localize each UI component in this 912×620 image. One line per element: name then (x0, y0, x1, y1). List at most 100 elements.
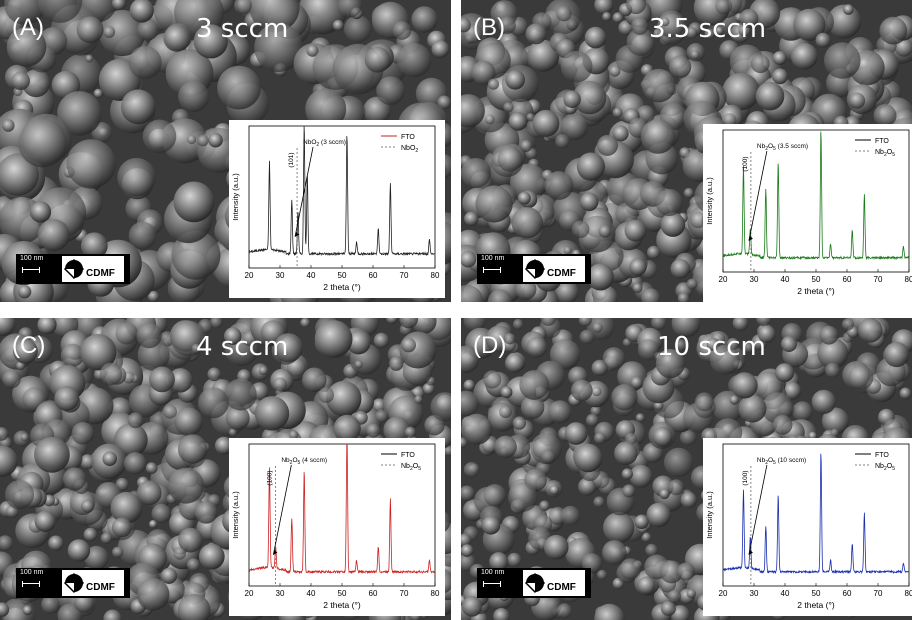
x-tick-label: 50 (812, 589, 821, 598)
annotation-arrowhead (748, 235, 753, 241)
cdmf-logo-text: CDMF (86, 582, 115, 593)
sem-panel-c: (C) 4 sccm 100 nm CDMF 20 30 40 50 60 70 80 2 t… (0, 318, 451, 620)
legend-label-phase: Nb2​O5​ (401, 463, 421, 472)
x-tick-label: 50 (338, 589, 347, 598)
xrd-pattern-line (722, 131, 909, 261)
legend-label-fto: FTO (401, 452, 415, 459)
x-tick-label: 80 (905, 275, 912, 284)
y-axis-label: Intensity (a.u.) (705, 177, 714, 225)
x-tick-label: 60 (843, 275, 852, 284)
legend-label-fto: FTO (875, 138, 889, 145)
cdmf-logo-icon (63, 258, 85, 280)
x-tick-label: 70 (400, 271, 409, 280)
x-tick-label: 60 (369, 589, 378, 598)
legend-label-phase: Nb2​O5​ (875, 149, 895, 158)
annotation-arrowhead (295, 231, 300, 237)
cdmf-logo-text: CDMF (86, 268, 115, 279)
cdmf-logo: CDMF (523, 570, 585, 596)
x-tick-label: 80 (905, 589, 912, 598)
scale-bar-box: 100 nm CDMF (477, 568, 591, 598)
panel-label: (B) (473, 14, 505, 41)
x-axis-label: 2 theta (°) (797, 600, 835, 610)
x-tick-label: 50 (812, 275, 821, 284)
scale-bar (483, 581, 501, 587)
sem-panel-d: (D) 10 sccm 100 nm CDMF 20 30 40 50 60 70 80 2 … (461, 318, 912, 620)
scale-bar-label: 100 nm (20, 569, 44, 576)
peak-index-label: (100) (742, 470, 749, 485)
legend-label-phase: Nb2​O5​ (875, 463, 895, 472)
x-tick-label: 80 (431, 589, 440, 598)
x-axis-label: 2 theta (°) (797, 286, 835, 296)
x-tick-label: 40 (781, 589, 790, 598)
scale-bar (22, 267, 40, 273)
x-tick-label: 30 (750, 275, 759, 284)
cdmf-logo: CDMF (62, 570, 124, 596)
annotation-arrowhead (748, 549, 753, 555)
peak-index-label: (100) (266, 470, 273, 485)
y-axis-label: Intensity (a.u.) (705, 491, 714, 539)
legend-label-fto: FTO (401, 134, 415, 141)
x-tick-label: 60 (369, 271, 378, 280)
legend-label-phase: NbO2​ (401, 145, 418, 154)
x-tick-label: 20 (719, 275, 728, 284)
xrd-chart: 20 30 40 50 60 70 80 2 theta (°) Intensity (a.u.… (231, 443, 440, 610)
x-tick-label: 70 (874, 589, 883, 598)
panel-label: (C) (12, 332, 46, 359)
cdmf-logo: CDMF (62, 256, 124, 282)
annotation-arrow (748, 150, 768, 241)
cdmf-logo-icon (524, 572, 546, 594)
annotation-arrow (294, 146, 314, 237)
annotation-arrowhead (273, 549, 278, 555)
scale-bar-label: 100 nm (20, 255, 44, 262)
x-tick-label: 20 (719, 589, 728, 598)
peak-index-label: (100) (742, 156, 749, 171)
sample-annotation: Nb2​O5​ (4 sccm) (281, 457, 327, 466)
sem-panel-a: (A) 3 sccm 100 nm CDMF 20 30 40 50 60 70 80 2 t… (0, 0, 451, 302)
x-tick-label: 70 (400, 589, 409, 598)
x-tick-label: 40 (307, 271, 316, 280)
xrd-chart: 20 30 40 50 60 70 80 2 theta (°) Intensity (a.u.… (231, 125, 440, 292)
x-tick-label: 70 (874, 275, 883, 284)
cdmf-logo-icon (63, 572, 85, 594)
xrd-inset-chart: 20 30 40 50 60 70 80 2 theta (°) Intensity (a.u.… (229, 438, 445, 616)
cdmf-logo: CDMF (523, 256, 585, 282)
x-tick-label: 50 (338, 271, 347, 280)
xrd-inset-chart: 20 30 40 50 60 70 80 2 theta (°) Intensity (a.u.… (229, 120, 445, 298)
xrd-chart: 20 30 40 50 60 70 80 2 theta (°) Intensity (a.u.… (705, 129, 912, 296)
sem-panel-b: (B) 3.5 sccm 100 nm CDMF 20 30 40 50 60 70 80 2… (461, 0, 912, 302)
x-tick-label: 30 (750, 589, 759, 598)
cdmf-logo-text: CDMF (547, 268, 576, 279)
cdmf-logo-icon (524, 258, 546, 280)
x-tick-label: 30 (276, 589, 285, 598)
x-tick-label: 80 (431, 271, 440, 280)
panel-label: (D) (473, 332, 507, 359)
xrd-pattern-line (248, 443, 435, 575)
scale-bar (22, 581, 40, 587)
flow-rate-label: 10 sccm (657, 332, 766, 362)
x-tick-label: 60 (843, 589, 852, 598)
cdmf-logo-text: CDMF (547, 582, 576, 593)
scale-bar-box: 100 nm CDMF (477, 254, 591, 284)
panel-label: (A) (12, 14, 44, 41)
scale-bar-label: 100 nm (481, 569, 505, 576)
legend-label-fto: FTO (875, 452, 889, 459)
annotation-arrow (748, 464, 768, 555)
x-tick-label: 20 (245, 589, 254, 598)
xrd-pattern-line (722, 453, 909, 575)
x-axis-label: 2 theta (°) (323, 282, 361, 292)
scale-bar (483, 267, 501, 273)
sample-annotation: Nb2​O5​ (3.5 sccm) (757, 143, 808, 152)
sample-annotation: Nb2​O5​ (10 sccm) (757, 457, 806, 466)
x-tick-label: 40 (307, 589, 316, 598)
x-tick-label: 40 (781, 275, 790, 284)
peak-index-label: (101) (288, 152, 295, 167)
x-tick-label: 30 (276, 271, 285, 280)
x-tick-label: 20 (245, 271, 254, 280)
scale-bar-box: 100 nm CDMF (16, 568, 130, 598)
xrd-pattern-line (248, 126, 435, 257)
x-axis-label: 2 theta (°) (323, 600, 361, 610)
xrd-chart: 20 30 40 50 60 70 80 2 theta (°) Intensity (a.u.… (705, 443, 912, 610)
y-axis-label: Intensity (a.u.) (231, 173, 240, 221)
scale-bar-label: 100 nm (481, 255, 505, 262)
y-axis-label: Intensity (a.u.) (231, 491, 240, 539)
